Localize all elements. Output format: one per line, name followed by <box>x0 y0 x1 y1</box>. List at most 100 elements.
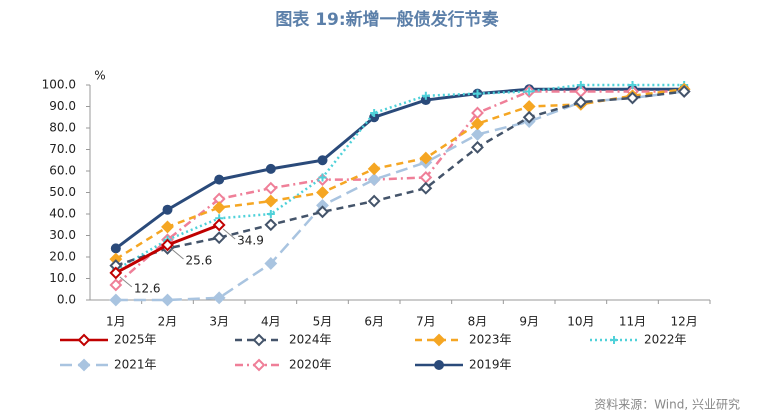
point <box>522 110 536 124</box>
point <box>419 151 433 165</box>
legend-label: 2019年 <box>469 358 512 372</box>
point <box>576 81 585 89</box>
point <box>317 155 328 166</box>
y-tick-label: 60.0 <box>49 164 76 178</box>
y-tick-label: 30.0 <box>49 228 76 242</box>
point <box>162 204 173 215</box>
legend-label: 2022年 <box>644 333 687 347</box>
x-tick-label: 12月 <box>671 315 698 329</box>
series <box>109 85 691 273</box>
y-tick-label: 70.0 <box>49 142 76 156</box>
point <box>109 293 123 307</box>
point <box>318 173 327 182</box>
line <box>114 87 685 250</box>
point <box>161 293 174 307</box>
series <box>109 82 691 266</box>
point <box>264 218 278 232</box>
x-tick-label: 3月 <box>209 315 229 329</box>
leader-line <box>171 248 184 260</box>
point <box>471 128 484 141</box>
legend-marker <box>77 358 91 372</box>
legend-label: 2025年 <box>114 333 157 347</box>
point <box>212 218 226 232</box>
point <box>574 95 588 109</box>
legend-item: 2024年 <box>235 333 332 347</box>
point <box>626 91 639 105</box>
point <box>473 89 482 98</box>
data-label: 12.6 <box>134 281 161 295</box>
legend-item: 2025年 <box>60 333 157 347</box>
point <box>471 117 484 131</box>
line <box>115 90 685 267</box>
point <box>109 278 123 292</box>
point <box>419 181 433 195</box>
line <box>115 90 685 286</box>
x-tick-label: 2月 <box>158 315 178 329</box>
point <box>264 181 278 195</box>
legend-item: 2023年 <box>415 333 512 347</box>
x-tick-label: 8月 <box>468 315 488 329</box>
point <box>212 231 226 245</box>
legend-item: 2021年 <box>60 358 157 372</box>
y-tick-label: 0.0 <box>57 293 76 307</box>
y-tick-label: 100.0 <box>42 78 76 92</box>
legend-label: 2021年 <box>114 358 157 372</box>
legend-item: 2022年 <box>590 333 687 347</box>
legend-item: 2019年 <box>415 358 512 372</box>
line <box>115 88 685 261</box>
legend-marker <box>432 333 446 347</box>
series <box>109 218 226 280</box>
line <box>115 83 685 271</box>
x-tick-label: 7月 <box>416 315 436 329</box>
point <box>367 194 381 208</box>
x-tick-label: 9月 <box>519 315 539 329</box>
point <box>367 162 381 176</box>
point <box>212 201 226 214</box>
y-unit: % <box>94 69 105 83</box>
legend-marker <box>610 336 618 344</box>
legend-marker <box>434 360 444 370</box>
point <box>265 163 276 174</box>
x-tick-label: 4月 <box>261 315 281 329</box>
point <box>370 108 379 117</box>
legend-marker <box>252 333 266 347</box>
leader-line <box>222 228 236 240</box>
x-tick-label: 6月 <box>364 315 384 329</box>
y-tick-label: 90.0 <box>49 99 76 113</box>
point <box>214 174 225 185</box>
point <box>110 243 121 254</box>
chart-title: 图表 19:新增一般债发行节奏 <box>275 9 499 30</box>
legend-label: 2024年 <box>289 333 332 347</box>
data-label: 34.9 <box>237 233 264 247</box>
point <box>109 266 123 280</box>
y-tick-label: 80.0 <box>49 121 76 135</box>
point <box>525 87 534 96</box>
point <box>316 186 329 199</box>
y-tick-label: 20.0 <box>49 250 76 264</box>
point <box>266 210 275 218</box>
leader-line <box>119 276 133 288</box>
legend-label: 2020年 <box>289 358 332 372</box>
legend-marker <box>252 358 266 372</box>
data-label: 25.6 <box>186 253 213 267</box>
x-tick-label: 10月 <box>567 315 594 329</box>
legend-label: 2023年 <box>469 333 512 347</box>
source: 资料来源：Wind, 兴业研究 <box>594 397 740 412</box>
point <box>628 81 637 89</box>
point <box>522 100 536 113</box>
point <box>316 205 329 219</box>
legend-item: 2020年 <box>235 358 332 372</box>
x-tick-label: 11月 <box>619 315 646 329</box>
point <box>677 85 691 98</box>
series <box>110 84 690 254</box>
legend-marker <box>77 333 91 347</box>
x-tick-label: 5月 <box>313 315 333 329</box>
x-tick-label: 1月 <box>106 315 126 329</box>
point <box>471 140 484 154</box>
y-tick-label: 10.0 <box>49 271 76 285</box>
point <box>264 194 278 208</box>
point <box>367 173 381 187</box>
point <box>264 257 278 270</box>
point <box>161 220 174 234</box>
